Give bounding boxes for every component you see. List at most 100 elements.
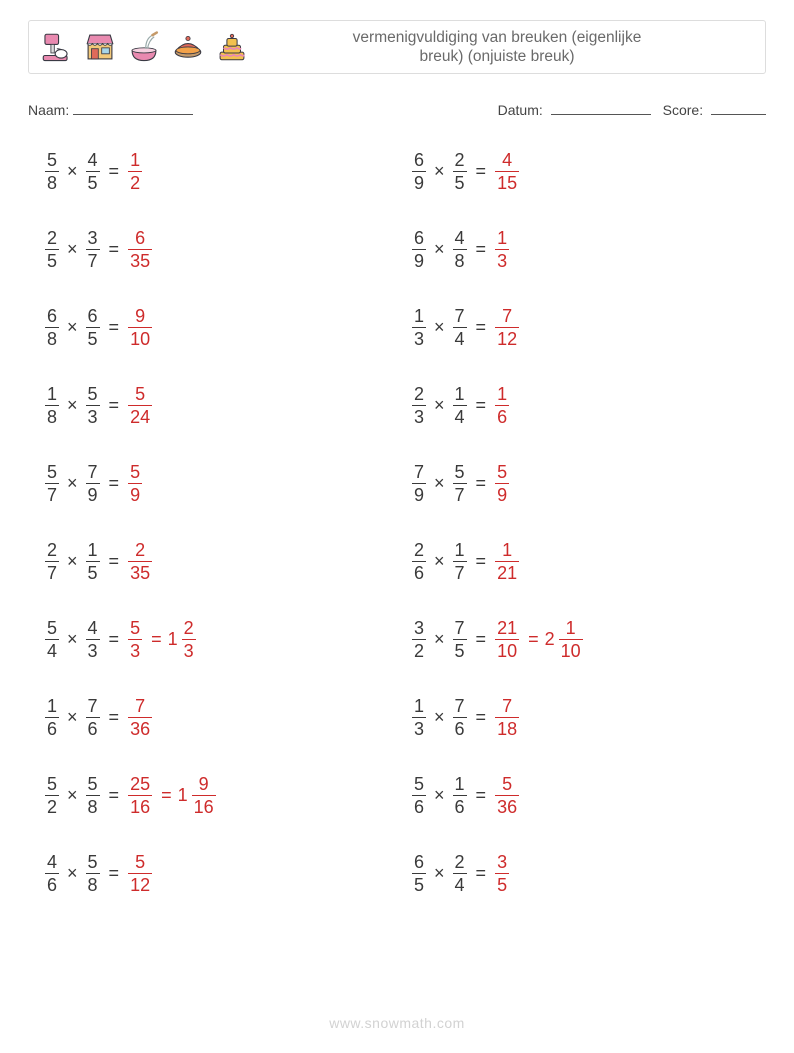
- fraction: 635: [128, 229, 152, 270]
- fraction: 52: [45, 775, 59, 816]
- fraction: 57: [45, 463, 59, 504]
- equals: =: [476, 239, 487, 260]
- equals: =: [109, 395, 120, 416]
- fraction: 2516: [128, 775, 152, 816]
- fraction: 910: [128, 307, 152, 348]
- fraction: 718: [495, 697, 519, 738]
- fraction: 17: [453, 541, 467, 582]
- equals: =: [151, 629, 162, 650]
- equals: =: [109, 785, 120, 806]
- watermark: www.snowmath.com: [0, 1015, 794, 1031]
- fraction: 110: [559, 619, 583, 660]
- times-op: ×: [434, 317, 445, 338]
- fraction: 79: [412, 463, 426, 504]
- title-line2: breuk) (onjuiste breuk): [419, 48, 574, 65]
- problem: 52 × 58 = 2516 = 1916: [42, 770, 399, 820]
- times-op: ×: [434, 707, 445, 728]
- problems-grid: 58×45=1269×25=41525×37=63569×48=1368×65=…: [28, 146, 766, 898]
- fraction: 69: [412, 229, 426, 270]
- fraction: 54: [45, 619, 59, 660]
- fraction: 46: [45, 853, 59, 894]
- problem: 68×65=910: [42, 302, 399, 352]
- fraction: 916: [192, 775, 216, 816]
- fraction: 79: [86, 463, 100, 504]
- problem: 56×16=536: [409, 770, 766, 820]
- times-op: ×: [434, 551, 445, 572]
- times-op: ×: [434, 785, 445, 806]
- equals: =: [476, 863, 487, 884]
- fraction: 16: [453, 775, 467, 816]
- problem: 25×37=635: [42, 224, 399, 274]
- fraction: 45: [86, 151, 100, 192]
- fraction: 25: [453, 151, 467, 192]
- times-op: ×: [67, 707, 78, 728]
- mixed-whole: 1: [178, 785, 188, 806]
- fraction: 712: [495, 307, 519, 348]
- problem: 23 × 14 = 16: [409, 380, 766, 430]
- bowl-icon: [127, 30, 161, 64]
- fraction: 68: [45, 307, 59, 348]
- fraction: 14: [453, 385, 467, 426]
- times-op: ×: [67, 863, 78, 884]
- fraction: 65: [412, 853, 426, 894]
- times-op: ×: [434, 473, 445, 494]
- times-op: ×: [67, 239, 78, 260]
- fraction: 48: [453, 229, 467, 270]
- date-blank[interactable]: [551, 100, 651, 115]
- problem: 32×75=2110=2110: [409, 614, 766, 664]
- fraction: 12: [128, 151, 142, 192]
- times-op: ×: [434, 239, 445, 260]
- worksheet-title: vermenigvuldiging van breuken (eigenlijk…: [249, 28, 755, 67]
- equals: =: [109, 161, 120, 182]
- fraction: 76: [453, 697, 467, 738]
- equals: =: [109, 239, 120, 260]
- problem: 13×76=718: [409, 692, 766, 742]
- fraction: 32: [412, 619, 426, 660]
- fraction: 23: [412, 385, 426, 426]
- fraction: 59: [128, 463, 142, 504]
- problem: 26×17=121: [409, 536, 766, 586]
- fraction: 26: [412, 541, 426, 582]
- date-label: Datum:: [498, 102, 543, 118]
- fraction: 13: [412, 697, 426, 738]
- times-op: ×: [67, 551, 78, 572]
- fraction: 16: [495, 385, 509, 426]
- score-label: Score:: [663, 102, 703, 118]
- fraction: 25: [45, 229, 59, 270]
- problem: 46×58=512: [42, 848, 399, 898]
- header-icons: [39, 30, 249, 64]
- fraction: 18: [45, 385, 59, 426]
- score-blank[interactable]: [711, 100, 766, 115]
- equals: =: [109, 629, 120, 650]
- equals: =: [476, 395, 487, 416]
- times-op: ×: [67, 317, 78, 338]
- pie-icon: [171, 30, 205, 64]
- mixed-whole: 1: [168, 629, 178, 650]
- equals: =: [476, 785, 487, 806]
- name-blank[interactable]: [73, 100, 193, 115]
- equals: =: [476, 551, 487, 572]
- equals: =: [476, 317, 487, 338]
- title-line1: vermenigvuldiging van breuken (eigenlijk…: [353, 29, 642, 46]
- fraction: 74: [453, 307, 467, 348]
- times-op: ×: [67, 785, 78, 806]
- times-op: ×: [434, 395, 445, 416]
- problem: 79×57=59: [409, 458, 766, 508]
- fraction: 415: [495, 151, 519, 192]
- times-op: ×: [434, 161, 445, 182]
- fraction: 58: [86, 775, 100, 816]
- fraction: 56: [412, 775, 426, 816]
- shop-icon: [83, 30, 117, 64]
- equals: =: [476, 629, 487, 650]
- fraction: 524: [128, 385, 152, 426]
- problem: 57×79=59: [42, 458, 399, 508]
- fraction: 57: [453, 463, 467, 504]
- fraction: 59: [495, 463, 509, 504]
- problem: 65×24=35: [409, 848, 766, 898]
- fraction: 53: [128, 619, 142, 660]
- equals: =: [476, 161, 487, 182]
- mixed-whole: 2: [545, 629, 555, 650]
- equals: =: [109, 707, 120, 728]
- equals: =: [161, 785, 172, 806]
- fraction: 15: [86, 541, 100, 582]
